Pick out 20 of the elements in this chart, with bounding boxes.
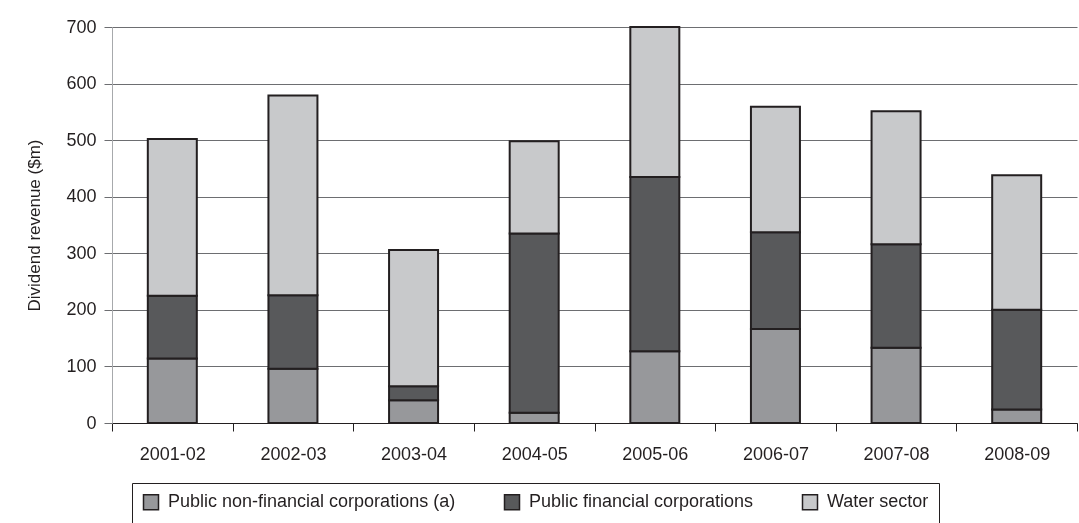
y-tick-label: 700 bbox=[66, 16, 97, 37]
x-tick-label: 2007-08 bbox=[863, 443, 930, 464]
y-tick-label: 200 bbox=[66, 299, 97, 320]
x-tick-label: 2002-03 bbox=[260, 443, 327, 464]
y-tick-label: 0 bbox=[86, 412, 97, 433]
y-tick-label: 100 bbox=[66, 355, 97, 376]
y-tick-label: 600 bbox=[66, 73, 97, 94]
y-tick-label: 300 bbox=[66, 242, 97, 263]
x-tick-label: 2005-06 bbox=[622, 443, 689, 464]
legend-label: Water sector bbox=[827, 491, 929, 512]
x-tick-label: 2001-02 bbox=[139, 443, 206, 464]
legend-label: Public financial corporations bbox=[529, 491, 754, 512]
x-tick-label: 2006-07 bbox=[742, 443, 809, 464]
x-tick-label: 2008-09 bbox=[984, 443, 1051, 464]
y-axis-title: Dividend revenue ($m) bbox=[25, 139, 45, 312]
y-tick-label: 500 bbox=[66, 129, 97, 150]
x-tick-label: 2004-05 bbox=[501, 443, 568, 464]
y-tick-label: 400 bbox=[66, 186, 97, 207]
legend-label: Public non-financial corporations (a) bbox=[168, 491, 456, 512]
x-tick-label: 2003-04 bbox=[381, 443, 448, 464]
